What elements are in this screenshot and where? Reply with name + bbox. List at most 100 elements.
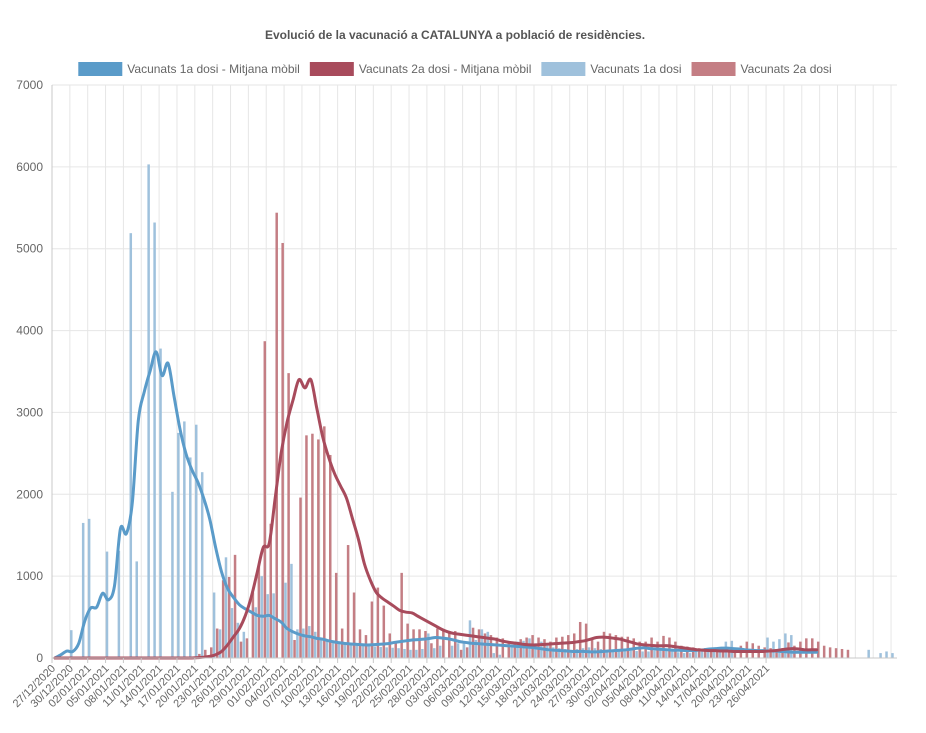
- bar-2a-dosi[interactable]: [233, 554, 237, 658]
- bar-1a-dosi[interactable]: [266, 594, 269, 658]
- bar-1a-dosi[interactable]: [183, 421, 186, 658]
- bar-1a-dosi[interactable]: [468, 620, 472, 658]
- bar-1a-dosi[interactable]: [677, 652, 680, 658]
- bar-1a-dosi[interactable]: [438, 645, 442, 658]
- bar-1a-dosi[interactable]: [325, 639, 329, 658]
- bar-2a-dosi[interactable]: [364, 635, 368, 658]
- bar-2a-dosi[interactable]: [287, 373, 290, 658]
- bar-1a-dosi[interactable]: [581, 648, 585, 658]
- bar-2a-dosi[interactable]: [346, 545, 350, 658]
- bar-1a-dosi[interactable]: [421, 648, 424, 658]
- bar-2a-dosi[interactable]: [299, 497, 302, 658]
- bar-2a-dosi[interactable]: [329, 454, 332, 658]
- bar-1a-dosi[interactable]: [397, 648, 400, 658]
- bar-1a-dosi[interactable]: [296, 629, 299, 658]
- legend-item[interactable]: Vacunats 1a dosi: [541, 62, 682, 76]
- bar-1a-dosi[interactable]: [498, 654, 501, 658]
- bar-1a-dosi[interactable]: [343, 643, 347, 658]
- bar-1a-dosi[interactable]: [641, 651, 644, 658]
- bar-1a-dosi[interactable]: [153, 222, 156, 658]
- bar-1a-dosi[interactable]: [617, 649, 620, 658]
- bar-2a-dosi[interactable]: [626, 636, 630, 658]
- bar-1a-dosi[interactable]: [879, 653, 882, 658]
- bar-2a-dosi[interactable]: [376, 587, 380, 658]
- bar-2a-dosi[interactable]: [828, 647, 832, 658]
- bar-1a-dosi[interactable]: [563, 648, 567, 658]
- bar-1a-dosi[interactable]: [510, 647, 513, 658]
- bar-1a-dosi[interactable]: [230, 608, 234, 658]
- bar-2a-dosi[interactable]: [519, 639, 522, 658]
- bar-2a-dosi[interactable]: [620, 636, 624, 658]
- bar-1a-dosi[interactable]: [337, 642, 341, 658]
- bar-2a-dosi[interactable]: [638, 641, 641, 658]
- bar-2a-dosi[interactable]: [459, 649, 463, 658]
- bar-1a-dosi[interactable]: [147, 164, 150, 658]
- bar-2a-dosi[interactable]: [483, 633, 487, 658]
- bar-1a-dosi[interactable]: [194, 424, 198, 658]
- bar-1a-dosi[interactable]: [623, 650, 626, 658]
- bar-2a-dosi[interactable]: [846, 649, 850, 658]
- bar-1a-dosi[interactable]: [629, 650, 632, 658]
- bar-1a-dosi[interactable]: [177, 432, 180, 658]
- bar-2a-dosi[interactable]: [370, 601, 374, 658]
- bar-2a-dosi[interactable]: [822, 645, 826, 658]
- bar-2a-dosi[interactable]: [721, 650, 725, 658]
- bar-1a-dosi[interactable]: [682, 653, 686, 658]
- bar-1a-dosi[interactable]: [516, 641, 519, 658]
- bar-2a-dosi[interactable]: [692, 647, 695, 658]
- bar-1a-dosi[interactable]: [427, 633, 430, 658]
- bar-2a-dosi[interactable]: [204, 649, 207, 658]
- bar-2a-dosi[interactable]: [412, 629, 415, 658]
- bar-2a-dosi[interactable]: [644, 641, 647, 658]
- bar-1a-dosi[interactable]: [891, 653, 894, 658]
- bar-2a-dosi[interactable]: [394, 641, 397, 658]
- bar-2a-dosi[interactable]: [317, 439, 320, 658]
- bar-2a-dosi[interactable]: [209, 647, 213, 658]
- bar-2a-dosi[interactable]: [715, 649, 719, 658]
- bar-2a-dosi[interactable]: [257, 563, 261, 658]
- bar-1a-dosi[interactable]: [87, 518, 91, 658]
- bar-1a-dosi[interactable]: [218, 629, 222, 658]
- bar-2a-dosi[interactable]: [572, 633, 576, 658]
- bar-2a-dosi[interactable]: [769, 648, 772, 658]
- bar-1a-dosi[interactable]: [290, 563, 293, 658]
- bar-2a-dosi[interactable]: [245, 638, 249, 658]
- bar-2a-dosi[interactable]: [507, 641, 511, 658]
- bar-1a-dosi[interactable]: [700, 651, 704, 658]
- bar-2a-dosi[interactable]: [263, 341, 267, 658]
- bar-1a-dosi[interactable]: [284, 582, 287, 658]
- bar-2a-dosi[interactable]: [501, 638, 505, 658]
- bar-2a-dosi[interactable]: [816, 641, 820, 658]
- bar-1a-dosi[interactable]: [367, 646, 371, 658]
- bar-1a-dosi[interactable]: [409, 649, 412, 658]
- bar-2a-dosi[interactable]: [311, 433, 314, 658]
- bar-1a-dosi[interactable]: [200, 472, 204, 658]
- bar-2a-dosi[interactable]: [305, 435, 308, 658]
- bar-1a-dosi[interactable]: [391, 647, 394, 658]
- bar-2a-dosi[interactable]: [608, 633, 612, 658]
- bar-2a-dosi[interactable]: [495, 637, 499, 658]
- bar-1a-dosi[interactable]: [688, 653, 692, 658]
- bar-1a-dosi[interactable]: [474, 639, 478, 658]
- bar-2a-dosi[interactable]: [668, 637, 671, 658]
- bar-2a-dosi[interactable]: [198, 653, 201, 658]
- line-1a-dosi-mitjana[interactable]: [53, 350, 819, 660]
- bar-2a-dosi[interactable]: [703, 648, 707, 658]
- bar-2a-dosi[interactable]: [453, 630, 457, 658]
- bar-2a-dosi[interactable]: [805, 638, 808, 658]
- bar-2a-dosi[interactable]: [727, 651, 731, 658]
- bar-1a-dosi[interactable]: [605, 649, 609, 658]
- bar-2a-dosi[interactable]: [697, 648, 701, 658]
- bar-2a-dosi[interactable]: [567, 635, 570, 658]
- bar-2a-dosi[interactable]: [465, 647, 469, 658]
- bar-1a-dosi[interactable]: [224, 557, 228, 658]
- bar-2a-dosi[interactable]: [430, 643, 433, 658]
- bar-1a-dosi[interactable]: [450, 645, 454, 658]
- bar-2a-dosi[interactable]: [555, 637, 558, 658]
- bar-2a-dosi[interactable]: [221, 580, 225, 658]
- bar-2a-dosi[interactable]: [215, 628, 219, 658]
- bar-2a-dosi[interactable]: [334, 572, 338, 658]
- bar-1a-dosi[interactable]: [159, 348, 162, 658]
- bar-1a-dosi[interactable]: [212, 592, 216, 658]
- bar-1a-dosi[interactable]: [635, 651, 638, 658]
